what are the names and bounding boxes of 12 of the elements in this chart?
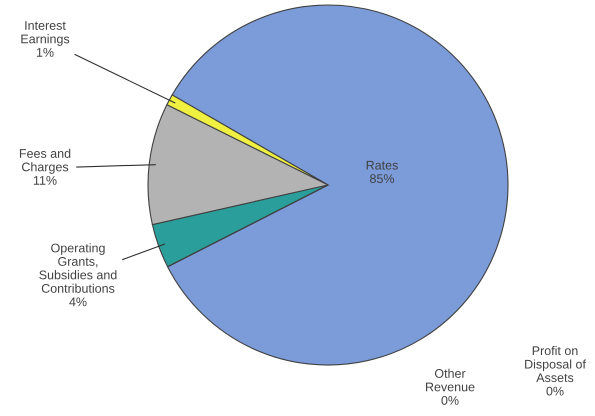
slice-label: Fees and Charges: [20, 148, 70, 174]
slice-label: Interest Earnings: [21, 21, 70, 46]
data-label: 4%: [69, 297, 87, 306]
text: 0%: [441, 396, 459, 405]
text: 0%: [546, 386, 564, 396]
data-label: 85%: [370, 174, 394, 184]
data-label: 1%: [36, 48, 54, 57]
category-label: Profit on Disposal of Assets: [525, 346, 586, 382]
category-label: Other Revenue: [426, 368, 474, 392]
data-label: 11%: [34, 176, 57, 185]
slice-label: Operating Grants, Subsidies and Contributions: [39, 243, 116, 293]
slice-label: Rates: [366, 160, 398, 170]
